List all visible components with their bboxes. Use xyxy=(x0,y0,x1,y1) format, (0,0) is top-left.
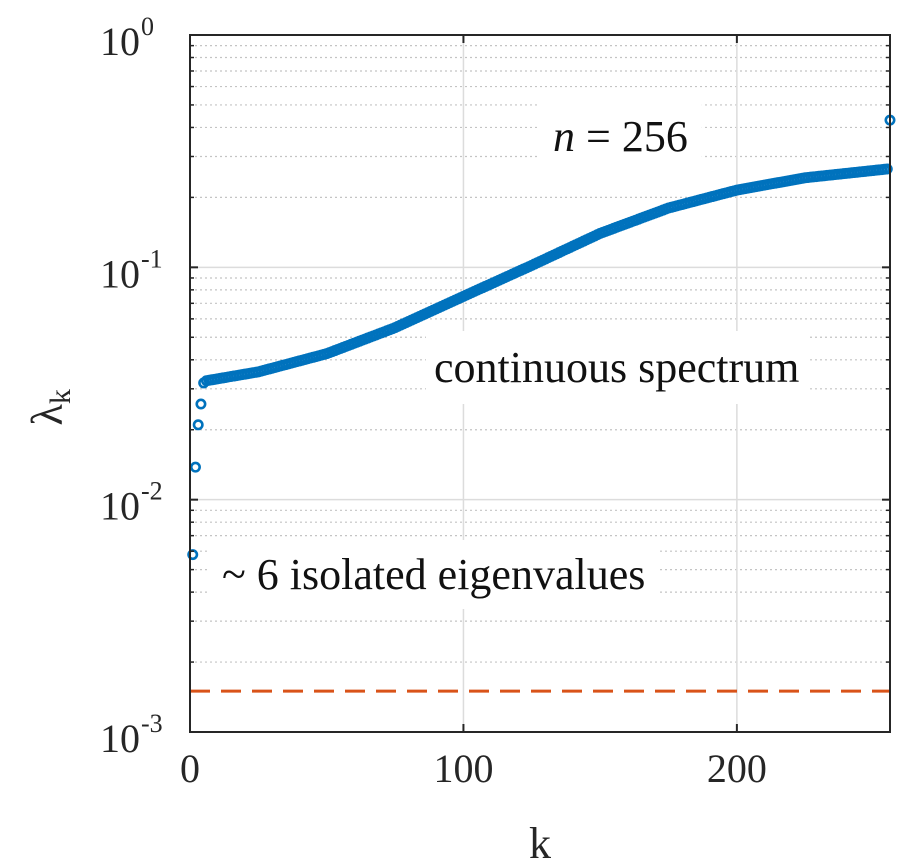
data-point xyxy=(195,398,207,410)
y-tick-label-exponent: -2 xyxy=(141,477,163,506)
isolated-label-background xyxy=(208,540,660,609)
n-label-variable: n xyxy=(553,112,575,161)
n-label-background xyxy=(539,104,702,169)
y-tick-label-exponent: -3 xyxy=(141,709,163,738)
x-axis-label: k xyxy=(529,819,551,862)
data-point xyxy=(198,377,210,389)
y-axis-label-main: λ xyxy=(23,404,72,426)
y-tick-label-base: 10 xyxy=(100,484,140,529)
axes-box xyxy=(189,34,891,733)
isolated-eigenvalues-label: ~ 6 isolated eigenvalues xyxy=(222,550,645,599)
n-label-value: = 256 xyxy=(575,112,688,161)
x-tick-label: 0 xyxy=(180,746,200,791)
x-tick-label: 100 xyxy=(433,746,493,791)
y-tick-label-base: 10 xyxy=(100,19,140,64)
y-tick-label-base: 10 xyxy=(100,716,140,761)
ticks xyxy=(189,34,890,733)
y-tick-label-exponent: 0 xyxy=(141,12,154,41)
annotations: n = 256 continuous spectrum ~ 6 isolated… xyxy=(208,104,808,609)
data-point xyxy=(192,419,204,431)
data-point xyxy=(881,163,893,175)
x-tick-label: 200 xyxy=(707,746,767,791)
continuous-spectrum-label: continuous spectrum xyxy=(434,343,799,392)
y-axis-label-subscript: k xyxy=(44,389,77,404)
data-points xyxy=(187,114,896,561)
y-axis-label: λk xyxy=(23,389,77,425)
y-tick-label-base: 10 xyxy=(100,251,140,296)
data-point xyxy=(189,461,201,473)
n-label: n = 256 xyxy=(553,112,688,161)
y-tick-label-exponent: -1 xyxy=(141,244,163,273)
data-point xyxy=(187,549,199,561)
continuous-label-background xyxy=(426,331,808,404)
